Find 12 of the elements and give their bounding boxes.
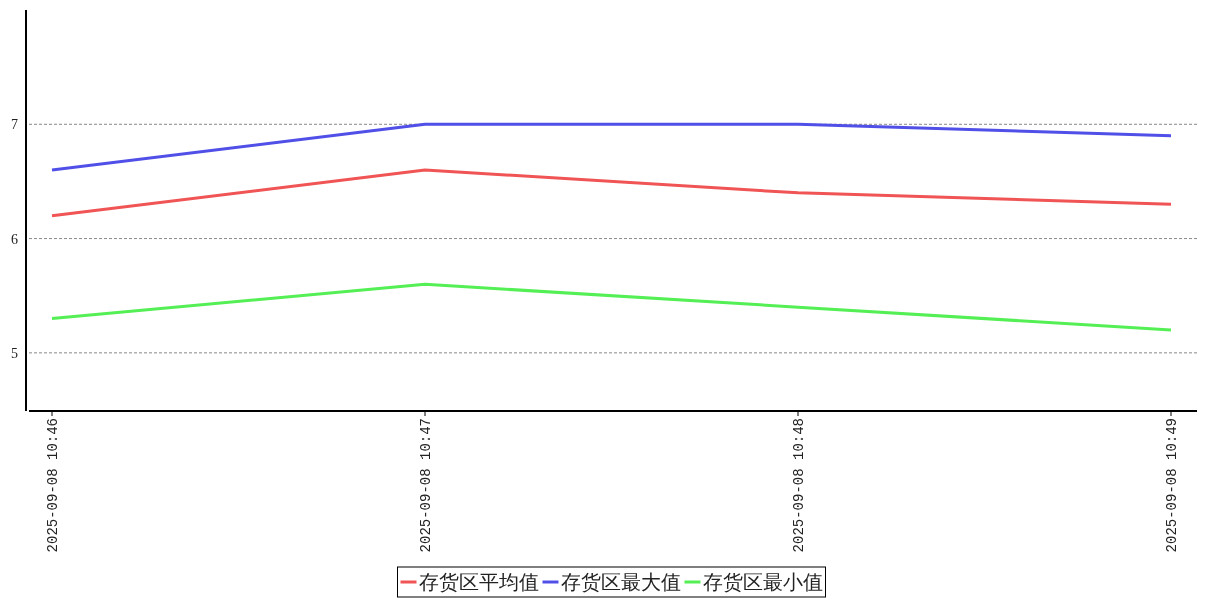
y-tick-label: 5 [11,345,18,361]
x-tick-label: 2025-09-08 10:46 [45,418,61,553]
legend-label: 存货区平均值 [418,570,539,594]
x-tick-label: 2025-09-08 10:48 [791,418,807,553]
y-tick-label: 6 [11,231,18,247]
x-tick-label: 2025-09-08 10:49 [1164,418,1180,553]
legend-label: 存货区最大值 [560,570,681,594]
line-series [50,282,1173,332]
y-tick-label: 7 [11,117,18,133]
line-series [50,168,1173,218]
legend-label: 存货区最小值 [702,570,823,594]
x-tick-label: 2025-09-08 10:47 [418,418,434,553]
